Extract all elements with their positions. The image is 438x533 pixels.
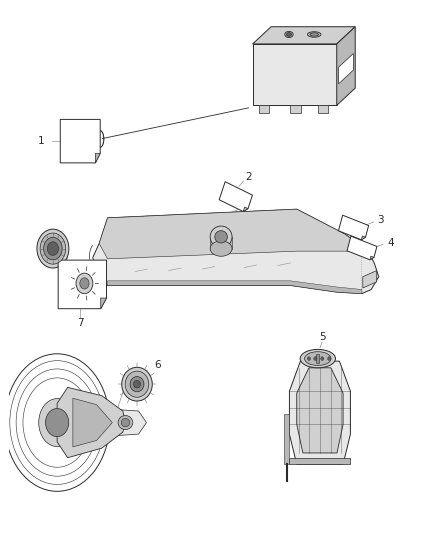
Ellipse shape xyxy=(4,354,109,491)
Polygon shape xyxy=(361,236,365,240)
Polygon shape xyxy=(339,215,369,240)
Text: 2: 2 xyxy=(245,172,252,182)
Ellipse shape xyxy=(130,377,144,392)
Ellipse shape xyxy=(39,399,75,447)
Polygon shape xyxy=(102,408,146,437)
Polygon shape xyxy=(108,281,362,294)
Circle shape xyxy=(328,357,331,360)
Text: 5: 5 xyxy=(320,332,326,342)
Polygon shape xyxy=(219,182,252,212)
Ellipse shape xyxy=(300,350,336,368)
Ellipse shape xyxy=(125,371,149,397)
Polygon shape xyxy=(370,256,374,260)
Circle shape xyxy=(37,229,69,268)
Polygon shape xyxy=(243,207,248,212)
Circle shape xyxy=(80,278,89,289)
Polygon shape xyxy=(318,106,328,112)
Ellipse shape xyxy=(304,352,331,366)
Polygon shape xyxy=(339,53,353,84)
Polygon shape xyxy=(290,106,300,112)
Ellipse shape xyxy=(210,226,232,247)
Ellipse shape xyxy=(314,359,325,364)
Polygon shape xyxy=(57,387,125,458)
Ellipse shape xyxy=(310,33,318,36)
Polygon shape xyxy=(297,368,343,453)
Circle shape xyxy=(47,242,59,255)
Polygon shape xyxy=(363,271,377,288)
Polygon shape xyxy=(284,414,290,464)
Polygon shape xyxy=(58,260,106,309)
Ellipse shape xyxy=(118,416,133,430)
Circle shape xyxy=(44,237,62,260)
Ellipse shape xyxy=(121,418,130,427)
Polygon shape xyxy=(290,458,350,464)
Polygon shape xyxy=(73,398,112,447)
Circle shape xyxy=(314,357,317,360)
Polygon shape xyxy=(101,298,106,309)
Polygon shape xyxy=(290,361,350,464)
Circle shape xyxy=(307,357,311,360)
Polygon shape xyxy=(210,237,232,248)
Circle shape xyxy=(46,408,69,437)
Polygon shape xyxy=(93,209,379,294)
Ellipse shape xyxy=(210,241,232,256)
Ellipse shape xyxy=(285,31,293,37)
Polygon shape xyxy=(60,119,100,163)
Polygon shape xyxy=(337,27,355,106)
Polygon shape xyxy=(347,236,377,260)
Polygon shape xyxy=(316,354,319,363)
Polygon shape xyxy=(95,154,100,163)
Text: 4: 4 xyxy=(387,238,394,248)
Circle shape xyxy=(321,357,324,360)
Ellipse shape xyxy=(134,381,141,388)
Text: 3: 3 xyxy=(378,215,384,225)
Ellipse shape xyxy=(307,31,321,37)
Polygon shape xyxy=(259,106,269,112)
Text: 7: 7 xyxy=(77,318,84,328)
Ellipse shape xyxy=(122,367,152,401)
Circle shape xyxy=(40,233,66,264)
Text: 6: 6 xyxy=(154,360,160,370)
Ellipse shape xyxy=(311,357,328,365)
Polygon shape xyxy=(253,27,355,44)
Ellipse shape xyxy=(215,231,227,243)
Circle shape xyxy=(76,273,93,294)
Text: 1: 1 xyxy=(38,136,45,146)
Polygon shape xyxy=(99,209,368,259)
Ellipse shape xyxy=(286,33,292,36)
Polygon shape xyxy=(253,44,337,106)
